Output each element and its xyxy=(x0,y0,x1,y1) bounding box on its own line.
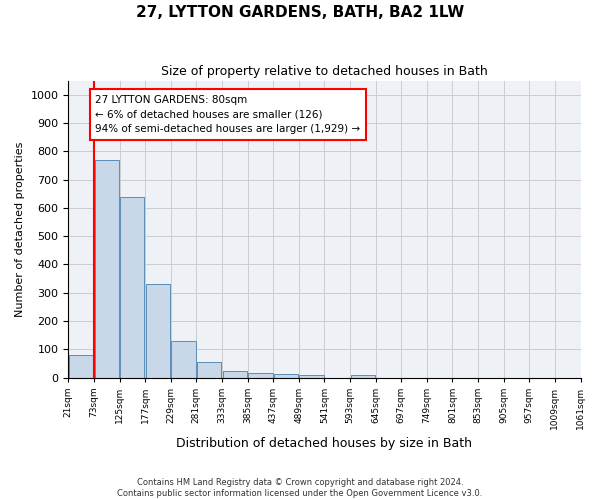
X-axis label: Distribution of detached houses by size in Bath: Distribution of detached houses by size … xyxy=(176,437,472,450)
Bar xyxy=(299,376,324,378)
Bar xyxy=(274,374,298,378)
Bar xyxy=(350,376,375,378)
Title: Size of property relative to detached houses in Bath: Size of property relative to detached ho… xyxy=(161,65,488,78)
Y-axis label: Number of detached properties: Number of detached properties xyxy=(15,142,25,316)
Text: 27, LYTTON GARDENS, BATH, BA2 1LW: 27, LYTTON GARDENS, BATH, BA2 1LW xyxy=(136,5,464,20)
Bar xyxy=(120,196,145,378)
Bar xyxy=(69,355,93,378)
Bar xyxy=(172,340,196,378)
Bar xyxy=(197,362,221,378)
Bar xyxy=(223,372,247,378)
Bar xyxy=(146,284,170,378)
Text: 27 LYTTON GARDENS: 80sqm
← 6% of detached houses are smaller (126)
94% of semi-d: 27 LYTTON GARDENS: 80sqm ← 6% of detache… xyxy=(95,94,360,134)
Bar xyxy=(95,160,119,378)
Text: Contains HM Land Registry data © Crown copyright and database right 2024.
Contai: Contains HM Land Registry data © Crown c… xyxy=(118,478,482,498)
Bar xyxy=(248,372,272,378)
